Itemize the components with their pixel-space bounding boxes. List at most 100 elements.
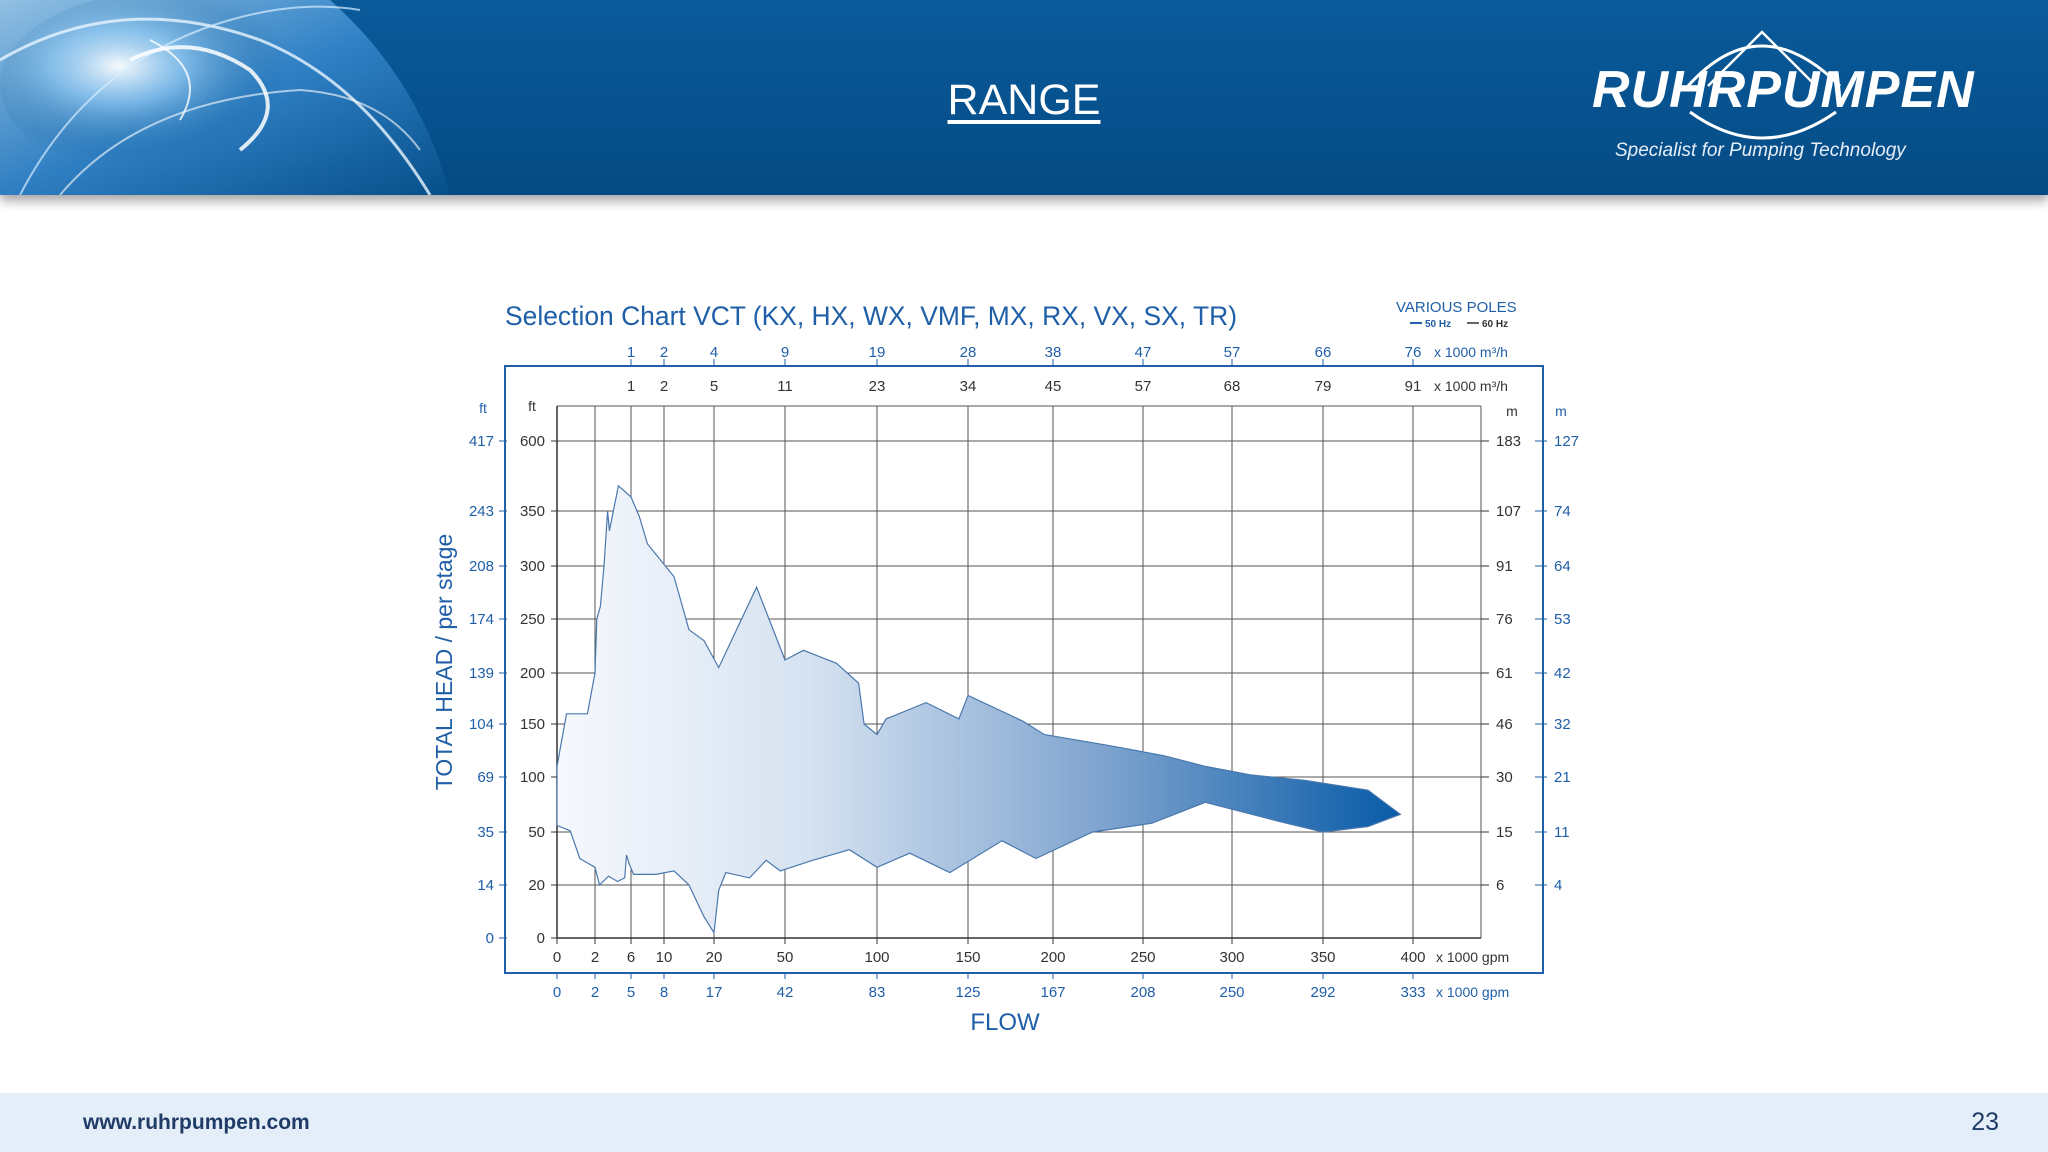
x-tick-gpm-50hz: 200 bbox=[1040, 949, 1065, 966]
x-tick-gpm-60hz: 17 bbox=[706, 984, 723, 1001]
x-tick-m3h-60hz: 19 bbox=[869, 344, 886, 361]
y-tick-m-50hz: 6 bbox=[1496, 877, 1504, 894]
y-tick-ft-60hz: 69 bbox=[477, 769, 494, 786]
y-tick-m-60hz: 21 bbox=[1554, 769, 1571, 786]
y-tick-ft-60hz: 104 bbox=[469, 716, 494, 733]
x-tick-gpm-50hz: 300 bbox=[1219, 949, 1244, 966]
x-tick-gpm-60hz: 250 bbox=[1219, 984, 1244, 1001]
y-tick-ft-60hz: 243 bbox=[469, 503, 494, 520]
x-tick-gpm-50hz: 0 bbox=[553, 949, 561, 966]
y-tick-ft-50hz: 250 bbox=[520, 611, 545, 628]
axes: 0 2 6 10 20 50 100 150 200 250 300 350 400 x 1000 gpm… bbox=[469, 344, 1579, 1001]
x-tick-m3h-50hz: 11 bbox=[777, 378, 793, 395]
x-tick-gpm-60hz: 167 bbox=[1040, 984, 1065, 1001]
y-tick-ft-50hz: 600 bbox=[520, 433, 545, 450]
x-unit-gpm-60hz: x 1000 gpm bbox=[1436, 984, 1509, 1000]
x-tick-m3h-50hz: 57 bbox=[1135, 378, 1152, 395]
footer-url: www.ruhrpumpen.com bbox=[83, 1111, 310, 1134]
x-tick-m3h-60hz: 4 bbox=[710, 344, 718, 361]
y-tick-m-50hz: 107 bbox=[1496, 503, 1521, 520]
page-number: 23 bbox=[1971, 1108, 1999, 1136]
y-tick-ft-50hz: 200 bbox=[520, 665, 545, 682]
y-tick-m-60hz: 4 bbox=[1554, 877, 1562, 894]
y-tick-ft-60hz: 35 bbox=[477, 824, 494, 841]
legend-title: VARIOUS POLES bbox=[1396, 299, 1517, 316]
area-layer bbox=[556, 484, 1402, 935]
legend-50hz-label: 50 Hz bbox=[1425, 319, 1451, 330]
x-tick-m3h-60hz: 76 bbox=[1405, 344, 1422, 361]
y-tick-m-60hz: 127 bbox=[1554, 433, 1579, 450]
header-bar: RANGE RUHRPUMPEN Specialist for Pumping … bbox=[0, 0, 2048, 195]
x-tick-gpm-50hz: 50 bbox=[777, 949, 794, 966]
x-tick-gpm-50hz: 250 bbox=[1130, 949, 1155, 966]
x-tick-gpm-60hz: 0 bbox=[553, 984, 561, 1001]
x-tick-gpm-60hz: 333 bbox=[1400, 984, 1425, 1001]
chart-frame bbox=[504, 365, 1544, 974]
brand-tagline: Specialist for Pumping Technology bbox=[1615, 140, 1906, 161]
logo-emblem-icon bbox=[1686, 30, 1842, 140]
y-tick-ft-50hz: 100 bbox=[520, 769, 545, 786]
x-tick-m3h-60hz: 38 bbox=[1045, 344, 1062, 361]
y-tick-m-60hz: 11 bbox=[1554, 824, 1570, 841]
x-unit-m3h-50hz: x 1000 m³/h bbox=[1434, 378, 1508, 394]
y-unit-ft-50hz: ft bbox=[528, 398, 536, 414]
x-tick-gpm-60hz: 208 bbox=[1130, 984, 1155, 1001]
y-tick-m-50hz: 76 bbox=[1496, 611, 1513, 628]
x-unit-gpm-50hz: x 1000 gpm bbox=[1436, 949, 1509, 965]
y-tick-m-50hz: 91 bbox=[1496, 558, 1513, 575]
x-unit-m3h-60hz: x 1000 m³/h bbox=[1434, 344, 1508, 360]
y-tick-ft-50hz: 20 bbox=[528, 877, 545, 894]
page-title: RANGE bbox=[947, 76, 1101, 124]
x-axis-label: FLOW bbox=[970, 1009, 1040, 1036]
x-tick-m3h-50hz: 1 bbox=[627, 378, 635, 395]
y-tick-ft-60hz: 0 bbox=[486, 930, 494, 947]
y-tick-ft-50hz: 50 bbox=[528, 824, 545, 841]
footer-bar: www.ruhrpumpen.com 23 bbox=[0, 1093, 2048, 1152]
x-tick-m3h-60hz: 9 bbox=[781, 344, 789, 361]
brand-name: RUHRPUMPEN bbox=[1592, 61, 1975, 119]
y-tick-ft-50hz: 150 bbox=[520, 716, 545, 733]
x-tick-gpm-50hz: 20 bbox=[706, 949, 723, 966]
x-tick-gpm-50hz: 2 bbox=[591, 949, 599, 966]
x-tick-m3h-50hz: 34 bbox=[960, 378, 977, 395]
y-tick-m-50hz: 15 bbox=[1496, 824, 1513, 841]
x-tick-m3h-60hz: 57 bbox=[1224, 344, 1241, 361]
y-tick-ft-50hz: 0 bbox=[537, 930, 545, 947]
y-tick-m-50hz: 30 bbox=[1496, 769, 1513, 786]
decorative-swirl-graphic bbox=[0, 0, 450, 195]
x-tick-m3h-50hz: 23 bbox=[869, 378, 886, 395]
y-tick-m-60hz: 74 bbox=[1554, 503, 1571, 520]
y-tick-ft-60hz: 208 bbox=[469, 558, 494, 575]
y-tick-ft-60hz: 174 bbox=[469, 611, 494, 628]
operating-range-envelope bbox=[556, 484, 1402, 935]
x-tick-m3h-60hz: 47 bbox=[1135, 344, 1152, 361]
x-tick-m3h-50hz: 2 bbox=[660, 378, 668, 395]
x-tick-m3h-50hz: 91 bbox=[1405, 378, 1422, 395]
x-tick-m3h-60hz: 1 bbox=[627, 344, 635, 361]
chart-title: Selection Chart VCT (KX, HX, WX, VMF, MX… bbox=[505, 301, 1237, 331]
legend: VARIOUS POLES 50 Hz 60 Hz bbox=[1396, 299, 1517, 330]
x-tick-gpm-60hz: 2 bbox=[591, 984, 599, 1001]
y-tick-ft-60hz: 139 bbox=[469, 665, 494, 682]
x-tick-gpm-50hz: 6 bbox=[627, 949, 635, 966]
x-tick-m3h-50hz: 68 bbox=[1224, 378, 1241, 395]
x-tick-m3h-60hz: 2 bbox=[660, 344, 668, 361]
y-tick-ft-50hz: 300 bbox=[520, 558, 545, 575]
y-tick-ft-50hz: 350 bbox=[520, 503, 545, 520]
x-tick-gpm-50hz: 400 bbox=[1400, 949, 1425, 966]
x-tick-m3h-60hz: 66 bbox=[1315, 344, 1332, 361]
y-tick-m-60hz: 53 bbox=[1554, 611, 1571, 628]
y-tick-m-60hz: 32 bbox=[1554, 716, 1571, 733]
y-tick-m-60hz: 42 bbox=[1554, 665, 1571, 682]
y-unit-m-50hz: m bbox=[1506, 403, 1518, 419]
x-tick-gpm-50hz: 350 bbox=[1310, 949, 1335, 966]
y-tick-m-60hz: 64 bbox=[1554, 558, 1571, 575]
x-tick-gpm-60hz: 5 bbox=[627, 984, 635, 1001]
x-tick-m3h-50hz: 79 bbox=[1315, 378, 1332, 395]
y-tick-m-50hz: 61 bbox=[1496, 665, 1513, 682]
y-unit-ft-60hz: ft bbox=[479, 400, 487, 416]
x-tick-gpm-50hz: 10 bbox=[656, 949, 673, 966]
x-tick-gpm-60hz: 125 bbox=[955, 984, 980, 1001]
ruhrpumpen-logo: RUHRPUMPEN Specialist for Pumping Techno… bbox=[1590, 24, 2010, 174]
